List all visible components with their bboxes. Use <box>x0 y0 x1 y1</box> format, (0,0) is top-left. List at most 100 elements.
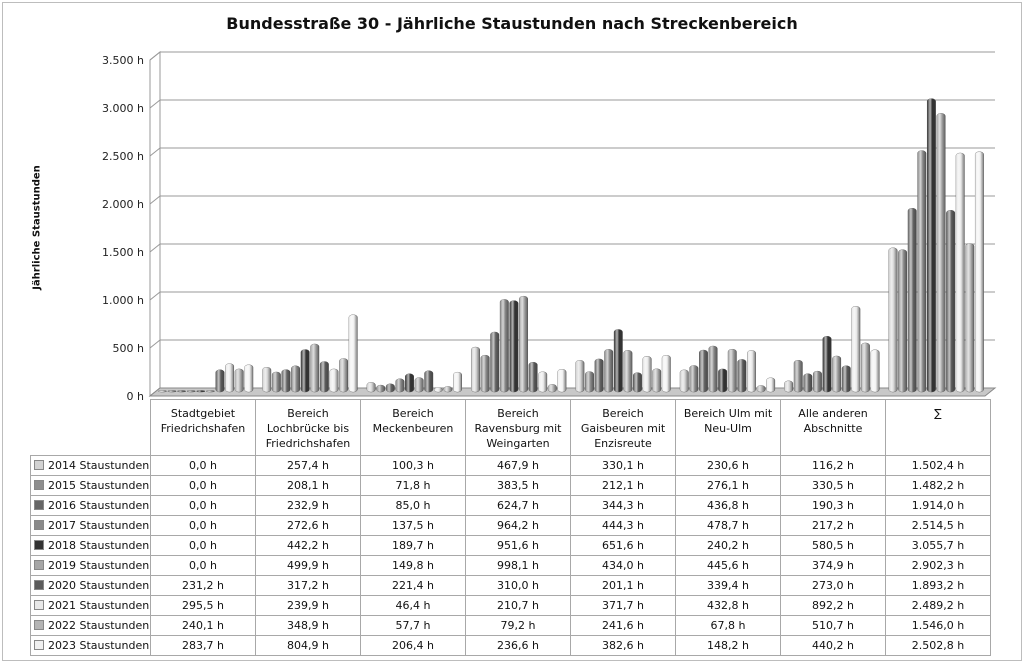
bar-shading <box>642 356 652 392</box>
series-name: 2022 Staustunden <box>48 619 150 632</box>
y-tick-label: 2.000 h <box>102 198 144 211</box>
table-cell: 432,8 h <box>675 595 781 616</box>
table-cell: 190,3 h <box>780 495 886 516</box>
table-cell: 580,5 h <box>780 535 886 556</box>
bar-shading <box>851 306 861 392</box>
bar-shading <box>177 390 186 392</box>
bar-shading <box>766 377 775 392</box>
table-row: 2019 Staustunden 0,0 h 499,9 h 149,8 h 998,1… <box>30 555 991 576</box>
legend-entry: 2015 Staustunden <box>30 475 151 496</box>
y-tick-label: 500 h <box>113 342 144 355</box>
bar-shading <box>443 386 453 392</box>
chart-title: Bundesstraße 30 - Jährliche Staustunden … <box>226 14 798 33</box>
bar-shading <box>262 367 271 392</box>
gridline <box>149 147 995 157</box>
gridline <box>149 51 995 61</box>
table-cell: 374,9 h <box>780 555 886 576</box>
legend-entry: 2018 Staustunden <box>30 535 151 556</box>
bar-shading <box>756 385 766 392</box>
table-row: 2020 Staustunden 231,2 h 317,2 h 221,4 h 310… <box>30 575 991 596</box>
bar-shading <box>348 314 358 392</box>
bar-shading <box>623 350 633 392</box>
table-cell: 100,3 h <box>360 455 466 476</box>
bar-shading <box>813 371 822 392</box>
bar-shading <box>680 369 689 392</box>
category-label: Stadtgebiet Friedrichshafen <box>150 399 256 456</box>
series-name: 2021 Staustunden <box>48 599 150 612</box>
table-cell: 371,7 h <box>570 595 676 616</box>
table-cell: 624,7 h <box>465 495 571 516</box>
bar-shading <box>965 243 975 392</box>
bar-shading <box>538 371 547 392</box>
data-table: Stadtgebiet Friedrichshafen Bereich Lochb… <box>30 399 991 656</box>
table-row: 2018 Staustunden 0,0 h 442,2 h 189,7 h 951,6… <box>30 535 991 556</box>
table-row: 2016 Staustunden 0,0 h 232,9 h 85,0 h 624,7 … <box>30 495 991 516</box>
table-cell: 71,8 h <box>360 475 466 496</box>
bar-shading <box>386 383 395 392</box>
bar-shading <box>490 332 499 392</box>
bar-shading <box>575 360 585 392</box>
bar-shading <box>206 390 215 392</box>
bar-shading <box>234 368 244 392</box>
table-cell: 434,0 h <box>570 555 676 576</box>
table-cell: 79,2 h <box>465 615 571 636</box>
table-cell: 330,5 h <box>780 475 886 496</box>
bar-shading <box>215 369 225 392</box>
bar-shading <box>186 390 196 392</box>
table-cell: 85,0 h <box>360 495 466 516</box>
table-cell: 231,2 h <box>150 575 256 596</box>
table-cell: 210,7 h <box>465 595 571 616</box>
table-cell: 1.914,0 h <box>885 495 991 516</box>
table-cell: 951,6 h <box>465 535 571 556</box>
table-cell: 212,1 h <box>570 475 676 496</box>
legend-entry: 2021 Staustunden <box>30 595 151 616</box>
bar-shading <box>946 210 955 392</box>
table-cell: 46,4 h <box>360 595 466 616</box>
bar-shading <box>747 350 756 392</box>
table-header-row: Stadtgebiet Friedrichshafen Bereich Lochb… <box>30 399 991 456</box>
table-cell: 230,6 h <box>675 455 781 476</box>
legend-entry: 2022 Staustunden <box>30 615 151 636</box>
category-label: Bereich Ulm mit Neu-Ulm <box>675 399 781 456</box>
table-row: 2017 Staustunden 0,0 h 272,6 h 137,5 h 964,2… <box>30 515 991 536</box>
bar-shading <box>708 346 718 392</box>
table-cell: 0,0 h <box>150 475 256 496</box>
table-cell: 272,6 h <box>255 515 361 536</box>
bar-shading <box>376 385 385 392</box>
table-cell: 804,9 h <box>255 635 361 656</box>
bar-shading <box>689 365 699 392</box>
bar-shading <box>500 299 509 392</box>
table-cell: 0,0 h <box>150 495 256 516</box>
bar-shading <box>281 369 291 392</box>
bar-shading <box>956 153 965 392</box>
legend-entry: 2019 Staustunden <box>30 555 151 576</box>
table-cell: 442,2 h <box>255 535 361 556</box>
y-tick-label: 1.000 h <box>102 294 144 307</box>
bar-shading <box>870 349 880 392</box>
legend-entry: 2020 Staustunden <box>30 575 151 596</box>
table-cell: 478,7 h <box>675 515 781 536</box>
bar-shading <box>414 377 424 392</box>
bar-shading <box>167 390 177 392</box>
table-cell: 2.502,8 h <box>885 635 991 656</box>
bar-shading <box>300 349 310 392</box>
bar-shading <box>898 249 907 392</box>
table-cell: 0,0 h <box>150 455 256 476</box>
table-cell: 240,1 h <box>150 615 256 636</box>
bar-shading <box>888 247 898 392</box>
table-row: 2021 Staustunden 295,5 h 239,9 h 46,4 h 210,… <box>30 595 991 616</box>
bar-shading <box>604 349 613 392</box>
gridline <box>149 291 995 301</box>
table-cell: 273,0 h <box>780 575 886 596</box>
gridline <box>149 243 995 253</box>
bar-shading <box>519 296 528 392</box>
series-name: 2016 Staustunden <box>48 499 150 512</box>
bar-shading <box>699 350 708 392</box>
series-name: 2018 Staustunden <box>48 539 150 552</box>
table-cell: 239,9 h <box>255 595 361 616</box>
table-cell: 0,0 h <box>150 515 256 536</box>
bar-shading <box>975 151 984 392</box>
table-cell: 445,6 h <box>675 555 781 576</box>
